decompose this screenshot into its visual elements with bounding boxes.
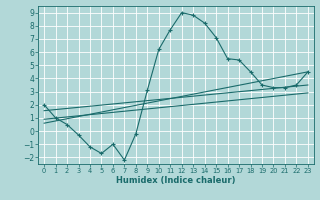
X-axis label: Humidex (Indice chaleur): Humidex (Indice chaleur) <box>116 176 236 185</box>
